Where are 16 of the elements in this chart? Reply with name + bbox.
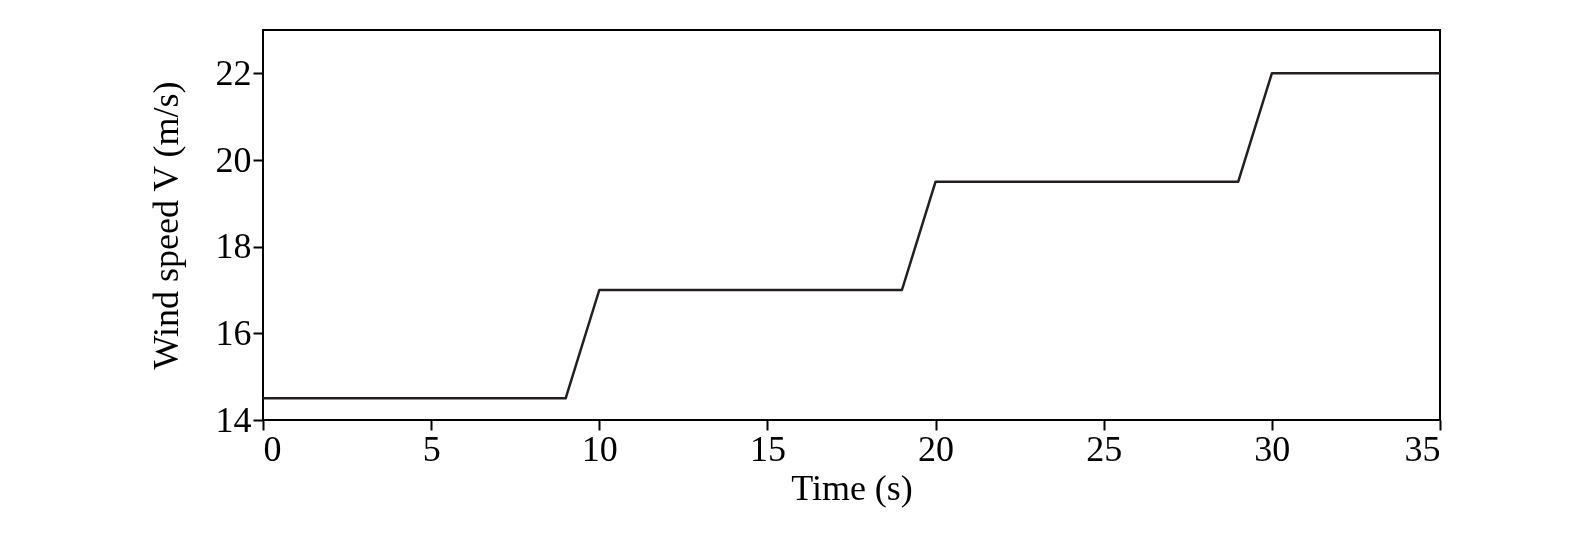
- x-tick-label: 25: [1086, 428, 1123, 469]
- x-tick-label: 15: [749, 428, 786, 469]
- y-axis-title: Wind speed V (m/s): [145, 81, 186, 370]
- y-tick-label: 14: [215, 399, 252, 440]
- x-tick-label: 35: [1404, 428, 1441, 469]
- y-tick-label: 18: [215, 226, 252, 267]
- x-tick-label: 0: [263, 428, 282, 469]
- x-axis-title: Time (s): [791, 467, 913, 508]
- y-tick-label: 16: [215, 312, 252, 353]
- x-tick-label: 30: [1254, 428, 1291, 469]
- x-tick-label: 5: [422, 428, 441, 469]
- y-tick-label: 22: [215, 52, 252, 93]
- line-series: [261, 72, 1442, 400]
- y-tick-label: 20: [215, 139, 252, 180]
- x-tick-label: 20: [918, 428, 955, 469]
- x-tick-label: 10: [581, 428, 618, 469]
